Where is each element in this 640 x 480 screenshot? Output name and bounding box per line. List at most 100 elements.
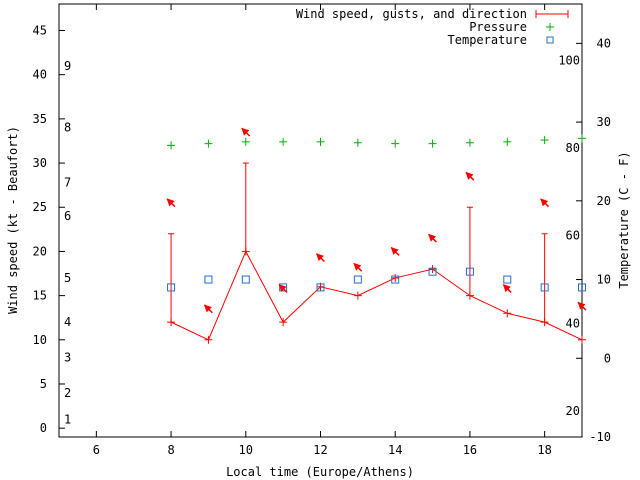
y-left-tick-label-45: 45 — [33, 24, 47, 38]
wind-speed-point — [204, 335, 213, 344]
wind-direction-arrow — [390, 247, 400, 256]
gust-bar — [466, 206, 473, 296]
pressure-point — [540, 136, 549, 145]
y-left-tick-label-40: 40 — [33, 68, 47, 82]
y-right-tick-label-30: 30 — [597, 115, 611, 129]
temperature-point — [578, 283, 586, 292]
beaufort-label-2: 2 — [64, 386, 71, 400]
pressure-point — [241, 137, 250, 146]
fahrenheit-label-100: 100 — [558, 54, 580, 68]
x-tick-label-16: 16 — [463, 443, 477, 457]
wind-speed-point — [279, 318, 288, 327]
beaufort-label-4: 4 — [64, 315, 71, 329]
temperature-point — [503, 275, 512, 284]
x-tick-label-8: 8 — [167, 443, 174, 457]
gust-bars — [168, 162, 548, 323]
legend-label-temperature: Temperature — [448, 33, 527, 47]
pressure-point — [428, 139, 437, 148]
wind-speed-point — [503, 309, 512, 318]
beaufort-label-8: 8 — [64, 121, 71, 135]
wind-direction-arrow — [540, 198, 550, 208]
temperature-point — [204, 275, 213, 284]
wind-speed-point — [391, 273, 400, 282]
legend-key-pressure — [546, 23, 554, 31]
pressure-series — [167, 134, 586, 150]
temperature-point — [391, 275, 400, 284]
wind-speed-point — [540, 318, 549, 327]
wind-direction-arrow — [428, 233, 437, 243]
pressure-point — [503, 137, 512, 146]
y-right-axis-ticks: -10 0 10 20 30 40 — [576, 36, 611, 444]
pressure-point — [204, 139, 213, 148]
legend-label-pressure: Pressure — [469, 20, 527, 34]
y-right-tick-label-10: 10 — [597, 273, 611, 287]
temperature-point — [279, 283, 288, 292]
fahrenheit-label-40: 40 — [566, 317, 580, 331]
wind-direction-arrow — [577, 301, 587, 311]
beaufort-label-9: 9 — [64, 59, 71, 73]
temperature-point — [428, 267, 437, 276]
legend: Wind speed, gusts, and direction Pressur… — [296, 7, 569, 47]
wind-speed-point — [465, 291, 474, 300]
y-right-axis-title: Temperature (C - F) — [617, 151, 631, 288]
y-left-tick-label-30: 30 — [33, 156, 47, 170]
y-left-tick-label-0: 0 — [40, 421, 47, 435]
legend-label-wind: Wind speed, gusts, and direction — [296, 7, 527, 21]
wind-direction-arrow — [502, 284, 512, 293]
y-left-tick-label-20: 20 — [33, 244, 47, 258]
x-tick-label-6: 6 — [93, 443, 100, 457]
wind-direction-arrow — [465, 171, 475, 181]
y-left-tick-label-25: 25 — [33, 200, 47, 214]
wind-direction-arrow — [278, 284, 288, 293]
wind-speed-point — [428, 265, 437, 274]
beaufort-label-7: 7 — [64, 176, 71, 190]
beaufort-label-3: 3 — [64, 350, 71, 364]
fahrenheit-scale-labels: 20 40 60 80 100 — [558, 54, 580, 418]
wind-speed-line — [170, 250, 583, 341]
wind-speed-point — [353, 291, 362, 300]
y-left-tick-label-15: 15 — [33, 289, 47, 303]
wind-direction-arrow — [204, 304, 213, 314]
pressure-point — [353, 138, 362, 147]
gust-bar — [168, 233, 175, 323]
plot-frame — [58, 3, 583, 438]
temperature-point — [540, 283, 549, 292]
pressure-point — [279, 137, 288, 146]
x-tick-label-18: 18 — [537, 443, 551, 457]
fahrenheit-label-80: 80 — [566, 141, 580, 155]
wind-direction-arrows — [166, 127, 587, 314]
y-right-tick-label-40: 40 — [597, 36, 611, 50]
pressure-point — [578, 134, 586, 143]
legend-key-temperature — [546, 36, 554, 44]
wind-direction-arrow — [166, 198, 176, 208]
y-right-tick-label-20: 20 — [597, 194, 611, 208]
beaufort-label-1: 1 — [64, 412, 71, 426]
y-right-tick-label-0: 0 — [604, 351, 611, 365]
temperature-point — [465, 267, 474, 276]
pressure-point — [391, 139, 400, 148]
wind-speed-point — [241, 247, 250, 256]
x-axis-ticks: 6 8 10 12 14 16 18 — [93, 4, 552, 457]
wind-speed-series — [167, 247, 586, 344]
fahrenheit-label-20: 20 — [566, 404, 580, 418]
gust-bar — [541, 233, 548, 323]
wind-direction-arrow — [353, 262, 363, 272]
pressure-point — [465, 138, 474, 147]
wind-direction-arrow — [316, 253, 325, 263]
temperature-point — [167, 283, 176, 292]
temperature-point — [316, 283, 325, 292]
y-left-axis-ticks: 0 5 10 15 20 25 30 35 40 45 — [33, 24, 65, 435]
wind-direction-arrow — [241, 127, 251, 137]
y-left-tick-label-10: 10 — [33, 333, 47, 347]
beaufort-label-6: 6 — [64, 209, 71, 223]
y-right-tick-label--10: -10 — [589, 430, 611, 444]
pressure-point — [167, 141, 176, 150]
beaufort-label-5: 5 — [64, 271, 71, 285]
gust-bar — [242, 162, 249, 252]
temperature-point — [353, 275, 362, 284]
x-tick-label-10: 10 — [239, 443, 253, 457]
x-tick-label-12: 12 — [313, 443, 327, 457]
pressure-point — [316, 137, 325, 146]
y-left-tick-label-35: 35 — [33, 112, 47, 126]
